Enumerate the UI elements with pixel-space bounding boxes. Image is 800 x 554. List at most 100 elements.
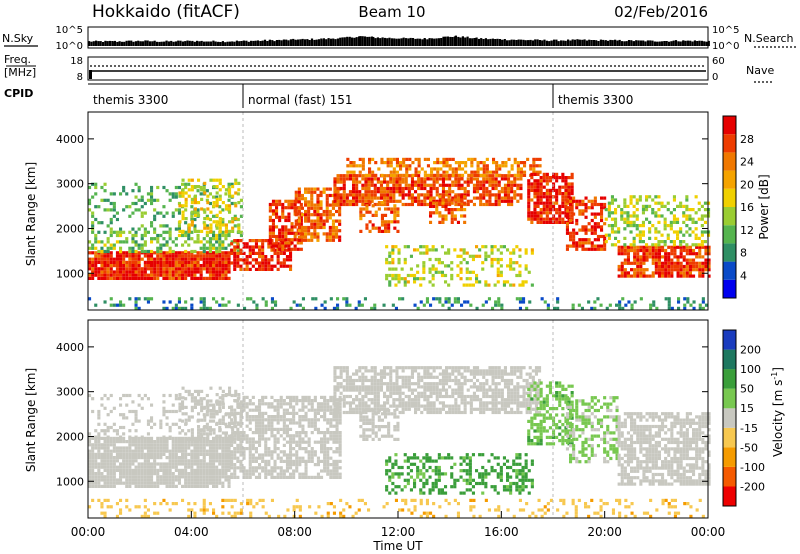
data-cell (292, 408, 296, 412)
data-cell (233, 469, 237, 473)
data-cell (212, 195, 216, 199)
data-cell (264, 264, 268, 268)
data-cell (131, 260, 135, 264)
data-cell (410, 196, 414, 200)
data-cell (88, 468, 92, 472)
data-cell (476, 173, 480, 177)
data-cell (184, 230, 188, 234)
data-cell (273, 251, 277, 255)
data-cell (209, 210, 213, 214)
data-cell (575, 222, 579, 226)
data-cell (495, 164, 499, 168)
data-cell (445, 177, 449, 181)
data-cell (691, 208, 695, 212)
data-cell (494, 196, 498, 200)
data-cell (109, 452, 113, 456)
data-cell (479, 186, 483, 191)
data-cell (428, 267, 432, 271)
data-cell (122, 446, 126, 450)
data-cell (254, 424, 258, 428)
data-cell (691, 243, 695, 247)
data-cell (503, 190, 507, 194)
data-cell (150, 198, 154, 202)
data-cell (236, 437, 240, 441)
data-cell (342, 193, 346, 197)
data-cell (490, 245, 494, 249)
data-cell (572, 234, 576, 239)
data-cell (203, 217, 207, 221)
data-cell (159, 254, 163, 258)
data-cell (91, 465, 95, 469)
data-cell (91, 472, 95, 476)
data-cell (140, 468, 144, 472)
data-cell (165, 254, 169, 258)
data-cell (398, 177, 402, 181)
data-cell (692, 252, 696, 256)
data-cell (106, 478, 110, 482)
data-cell (679, 261, 683, 265)
data-cell (475, 280, 479, 284)
data-cell (193, 478, 197, 482)
data-cell (218, 428, 222, 432)
data-cell (134, 208, 138, 212)
data-cell (165, 257, 169, 261)
nsky-noise-bar (562, 40, 565, 46)
data-cell (278, 218, 282, 223)
data-cell (392, 170, 396, 174)
data-cell (426, 164, 430, 168)
nsky-noise-bar (120, 41, 123, 46)
nsky-noise-bar (304, 39, 307, 46)
data-cell (273, 466, 277, 470)
data-cell (159, 257, 163, 261)
data-cell (610, 217, 614, 221)
data-cell (94, 254, 98, 258)
data-cell (510, 183, 514, 187)
data-cell (685, 230, 689, 234)
data-cell (683, 297, 687, 301)
data-cell (670, 261, 674, 265)
data-cell (196, 446, 200, 450)
data-cell (270, 239, 274, 243)
data-cell (590, 247, 594, 251)
data-cell (685, 204, 689, 208)
data-cell (342, 196, 346, 200)
data-cell (125, 475, 129, 479)
data-cell (654, 252, 658, 256)
data-cell (536, 182, 540, 186)
data-cell (407, 196, 411, 200)
data-cell (297, 229, 301, 233)
data-cell (187, 478, 191, 482)
data-cell (703, 214, 707, 218)
data-cell (94, 192, 98, 196)
data-cell (88, 201, 92, 206)
data-cell (103, 432, 107, 436)
data-cell (103, 436, 107, 440)
data-cell (146, 468, 150, 472)
data-cell (109, 233, 113, 238)
data-cell (491, 202, 495, 207)
nsky-noise-bar (560, 40, 563, 46)
data-cell (177, 254, 181, 258)
data-cell (271, 209, 275, 213)
data-cell (230, 182, 234, 186)
data-cell (685, 248, 689, 253)
data-cell (657, 243, 661, 247)
data-cell (641, 233, 645, 237)
data-cell (389, 190, 393, 194)
data-cell (128, 484, 132, 488)
nsky-noise-bar (602, 39, 605, 46)
data-cell (94, 446, 98, 450)
data-cell (221, 459, 225, 463)
data-cell (383, 190, 387, 194)
data-cell (555, 220, 559, 224)
data-cell (532, 167, 536, 171)
data-cell (233, 255, 237, 259)
data-cell (153, 440, 157, 444)
data-cell (270, 469, 274, 473)
data-cell (660, 204, 664, 208)
data-cell (153, 257, 157, 261)
data-cell (688, 214, 692, 218)
data-cell (673, 268, 677, 272)
data-cell (267, 427, 271, 431)
data-cell (125, 462, 129, 466)
